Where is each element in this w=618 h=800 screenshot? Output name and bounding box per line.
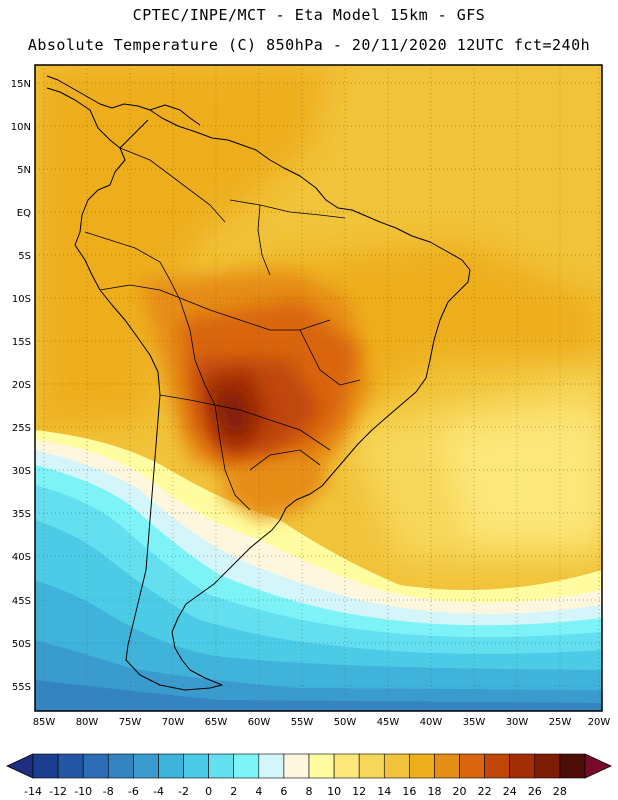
lat-label: EQ [17,208,31,219]
colorbar-swatch [208,753,235,779]
lon-label: 80W [76,717,99,728]
colorbar-swatch [358,753,385,779]
lon-label: 25W [549,717,572,728]
colorbar-swatch [107,753,134,779]
lat-label: 40S [12,552,31,563]
map-title-line-1: CPTEC/INPE/MCT - Eta Model 15km - GFS [132,6,486,24]
coastline [46,75,471,691]
colorbar-swatch [534,753,561,779]
colorbar-tick-label: 14 [377,785,391,798]
colorbar-swatch [459,753,485,779]
temperature-field [35,65,602,711]
colorbar-high-arrow [584,753,612,779]
colorbar-tick-label: -12 [49,785,67,798]
lon-label: 40W [420,717,443,728]
lat-label: 45S [12,596,31,607]
lat-label: 10S [12,294,31,305]
colorbar-tick-label: -8 [103,785,114,798]
colorbar-swatch [283,753,310,779]
colorbar: -14 -12 -10 -8 -6 -4 -2 0 2 4 6 8 10 12 14 16 18 20 22 24 26… [6,753,612,798]
colorbar-tick-label: 18 [427,785,441,798]
colorbar-tick-label: 26 [528,785,542,798]
colorbar-tick-label: -6 [128,785,139,798]
colorbar-tick-label: 20 [453,785,467,798]
colorbar-tick-label: -14 [24,785,42,798]
colorbar-swatch [32,753,59,779]
colorbar-tick-label: -10 [74,785,92,798]
colorbar-tick-label: -4 [153,785,164,798]
colorbar-tick-label: 28 [553,785,567,798]
lat-label: 5S [18,251,31,262]
colorbar-swatch [559,753,586,779]
lon-label: 45W [377,717,400,728]
colorbar-swatch [158,753,184,779]
lon-label: 35W [463,717,486,728]
lon-label: 30W [506,717,529,728]
colorbar-swatch [258,753,285,779]
map-grid [35,65,602,711]
lat-label: 35S [12,509,31,520]
lon-label: 65W [205,717,228,728]
colorbar-tick-label: 12 [352,785,366,798]
colorbar-swatch [434,753,460,779]
longitude-axis: 85W 80W 75W 70W 65W 60W 55W 50W 45W 40W … [33,717,611,728]
colorbar-swatch [82,753,109,779]
colorbar-tick-label: 16 [402,785,416,798]
colorbar-low-arrow [6,753,34,779]
map-frame [34,64,603,712]
lon-label: 60W [248,717,271,728]
colorbar-tick-label: 22 [478,785,492,798]
lat-label: 5N [17,165,31,176]
lat-label: 25S [12,423,31,434]
lat-label: 15N [11,79,31,90]
colorbar-tick-label: 24 [503,785,517,798]
colorbar-tick-label: 4 [255,785,262,798]
lon-label: 55W [291,717,314,728]
latitude-axis: 15N 10N 5N EQ 5S 10S 15S 20S 25S 30S 35S… [11,79,31,693]
lon-label: 85W [33,717,56,728]
colorbar-swatch [333,753,360,779]
lon-label: 75W [119,717,142,728]
lat-label: 10N [11,122,31,133]
map-title-line-2: Absolute Temperature (C) 850hPa - 20/11/… [27,36,591,54]
lat-label: 50S [12,639,31,650]
colorbar-tick-label: 2 [230,785,237,798]
colorbar-swatch [57,753,84,779]
colorbar-swatch [183,753,209,779]
lat-label: 20S [12,380,31,391]
colorbar-tick-label: 8 [306,785,313,798]
colorbar-swatch [383,753,410,779]
colorbar-swatch [509,753,536,779]
colorbar-tick-label: 0 [205,785,212,798]
colorbar-tick-label: -2 [178,785,189,798]
colorbar-swatch [409,753,435,779]
lon-label: 50W [334,717,357,728]
country-borders [84,147,361,511]
lat-label: 30S [12,466,31,477]
lon-label: 20W [588,717,611,728]
colorbar-swatch [308,753,335,779]
colorbar-tick-label: 10 [327,785,341,798]
lat-label: 55S [12,682,31,693]
lat-label: 15S [12,337,31,348]
lon-label: 70W [162,717,185,728]
colorbar-swatch [233,753,260,779]
colorbar-tick-label: 6 [280,785,287,798]
colorbar-swatch [133,753,159,779]
colorbar-swatch [484,753,511,779]
